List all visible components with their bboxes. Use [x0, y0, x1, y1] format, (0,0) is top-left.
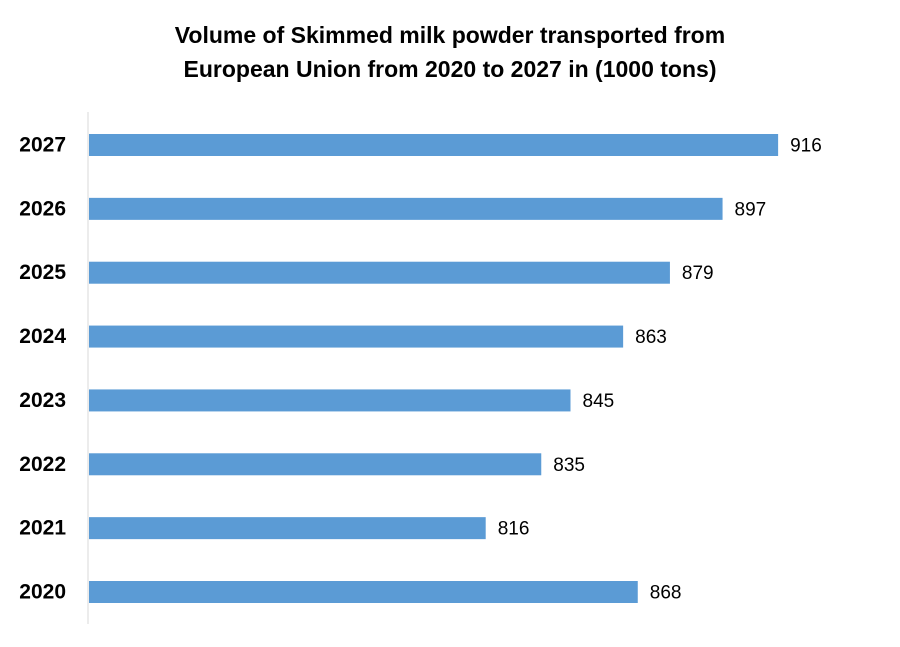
bar-2024 — [89, 325, 624, 348]
data-label-2025: 879 — [682, 263, 714, 284]
category-labels-group: 2020 2021 2022 2023 2024 2025 2026 2027 — [19, 134, 66, 604]
bar-2025 — [89, 261, 670, 284]
category-label-2023: 2023 — [19, 389, 66, 412]
bar-2020 — [89, 581, 638, 603]
category-label-2020: 2020 — [19, 581, 66, 604]
category-label-2026: 2026 — [19, 197, 66, 220]
data-label-2023: 845 — [583, 391, 615, 412]
category-label-2025: 2025 — [19, 261, 66, 284]
bar-2026 — [89, 197, 723, 220]
data-label-2021: 816 — [498, 519, 530, 540]
bar-2027 — [89, 134, 779, 156]
category-label-2027: 2027 — [19, 134, 66, 157]
data-labels-group: 868 816 835 845 863 879 897 916 — [498, 136, 822, 604]
chart-title-line-1: Volume of Skimmed milk powder transporte… — [174, 22, 726, 48]
data-label-2020: 868 — [650, 583, 682, 604]
bars-group — [89, 134, 779, 603]
data-label-2022: 835 — [553, 455, 585, 476]
category-label-2021: 2021 — [19, 517, 66, 540]
bar-2023 — [89, 389, 571, 412]
bar-2021 — [89, 517, 486, 540]
data-label-2026: 897 — [735, 199, 767, 220]
data-label-2027: 916 — [790, 136, 822, 157]
bar-2022 — [89, 453, 542, 476]
data-label-2024: 863 — [635, 327, 667, 348]
category-label-2022: 2022 — [19, 453, 66, 476]
category-label-2024: 2024 — [19, 325, 66, 348]
chart-title: Volume of Skimmed milk powder transporte… — [0, 18, 900, 86]
chart-title-line-2: European Union from 2020 to 2027 in (100… — [183, 56, 717, 82]
